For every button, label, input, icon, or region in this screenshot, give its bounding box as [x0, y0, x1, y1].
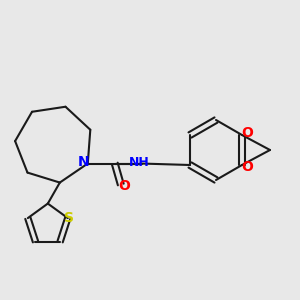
Text: S: S	[64, 211, 74, 225]
Text: O: O	[242, 160, 253, 173]
Text: NH: NH	[128, 155, 149, 169]
Text: O: O	[242, 127, 253, 140]
Text: O: O	[118, 179, 130, 193]
Text: N: N	[77, 155, 89, 169]
